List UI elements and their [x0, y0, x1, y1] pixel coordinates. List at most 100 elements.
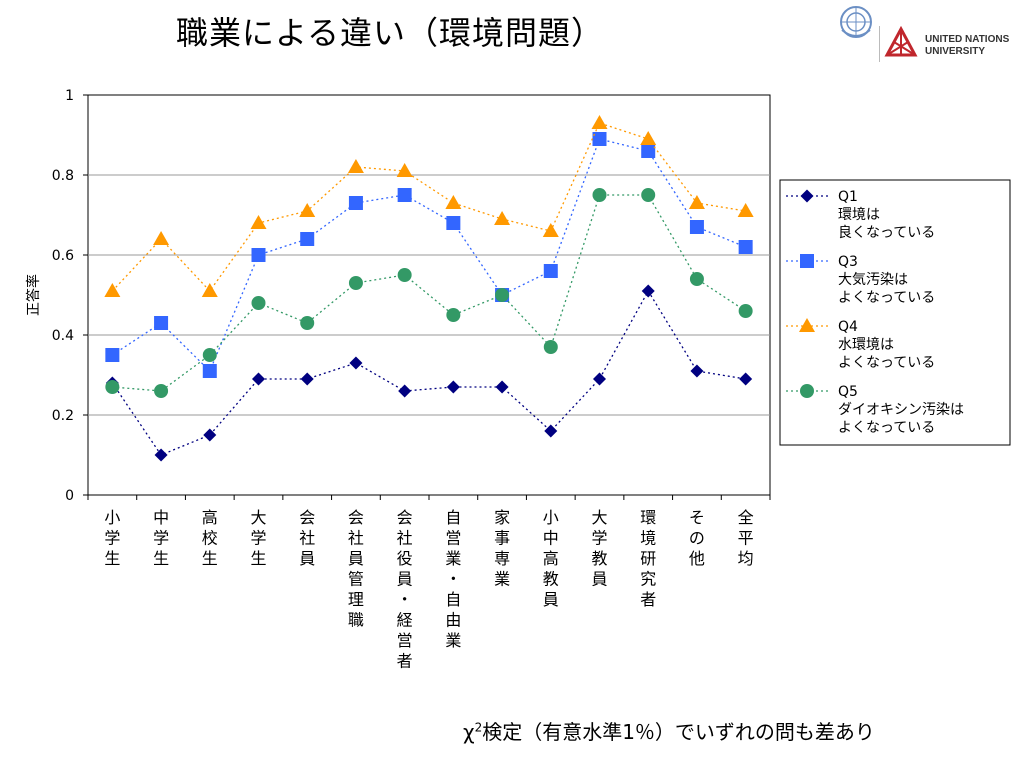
slide-title: 職業による違い（環境問題） — [175, 14, 605, 52]
legend-series-desc: 水環境は — [838, 337, 894, 353]
x-tick-label: 小中高教員 — [543, 508, 559, 609]
data-point — [251, 248, 266, 262]
x-axis-ticks: 小学生 中学生 高校生 大学生 会社員 会社員管理職 会社役員・経営者 自営業・自由業 家事専業… — [87, 495, 771, 671]
legend-series-name: Q1 — [838, 189, 858, 205]
logo-divider — [879, 26, 880, 62]
x-tick-label: 中学生 — [153, 508, 169, 568]
legend-series-desc: ダイオキシン汚染は — [838, 402, 964, 418]
legend-marker — [800, 384, 814, 398]
data-point — [494, 211, 511, 225]
x-tick-label: 会社員管理職 — [348, 508, 364, 630]
data-point — [300, 372, 314, 386]
data-point — [738, 240, 753, 254]
x-tick-label: 環境研究者 — [640, 508, 656, 609]
y-axis-ticks: 0 0.2 0.4 0.6 0.8 1 — [52, 88, 88, 504]
footnote: χ2検定（有意水準1％）でいずれの問も差あり — [463, 720, 875, 744]
data-point — [739, 372, 753, 386]
legend-series-name: Q4 — [838, 319, 858, 335]
legend-series-name: Q5 — [838, 384, 858, 400]
data-point — [495, 380, 509, 394]
data-point — [495, 288, 510, 302]
data-point — [201, 283, 218, 297]
x-tick-label: 大学生 — [250, 508, 266, 568]
x-tick-label: 小学生 — [104, 508, 120, 568]
data-point — [349, 356, 363, 370]
unu-logo-icon — [884, 26, 918, 57]
data-point — [202, 348, 217, 362]
y-tick-label: 0.6 — [52, 248, 74, 264]
legend-series-desc: 環境は — [838, 207, 880, 223]
legend-series-desc: よくなっている — [838, 355, 935, 371]
data-point — [737, 203, 754, 217]
data-point — [738, 304, 753, 318]
series-q5 — [105, 188, 753, 398]
data-point — [640, 131, 657, 145]
x-tick-label: 会社役員・経営者 — [397, 508, 413, 671]
data-point — [203, 428, 217, 442]
data-point — [592, 132, 607, 146]
logo-area: UNITED NATIONS UNIVERSITY — [832, 0, 1024, 70]
data-point — [689, 220, 704, 234]
y-axis-title: 正答率 — [25, 274, 42, 316]
data-point — [592, 188, 607, 202]
legend-marker — [800, 189, 814, 203]
legend-series-name: Q3 — [838, 254, 858, 270]
legend: Q1環境は良くなっているQ3大気汚染はよくなっているQ4水環境はよくなっているQ… — [779, 179, 1011, 446]
data-point — [104, 283, 121, 297]
data-point — [542, 223, 559, 237]
legend-marker — [799, 318, 815, 332]
series-line — [111, 122, 746, 293]
plot-area — [87, 94, 771, 496]
legend-series-desc: よくなっている — [838, 290, 935, 306]
data-point — [300, 316, 315, 330]
data-point — [251, 296, 266, 310]
data-point — [250, 215, 267, 229]
data-point — [641, 188, 656, 202]
data-point — [202, 364, 217, 378]
x-tick-label: 大学教員 — [591, 508, 607, 589]
data-point — [348, 196, 363, 210]
data-point — [543, 340, 558, 354]
data-point — [396, 163, 413, 177]
data-point — [397, 188, 412, 202]
data-point — [300, 232, 315, 246]
legend-series-desc: 大気汚染は — [838, 272, 908, 288]
data-point — [153, 231, 170, 245]
data-point — [252, 372, 265, 386]
x-tick-label: 家事専業 — [494, 508, 510, 589]
legend-series-desc: 良くなっている — [838, 225, 935, 241]
legend-box — [779, 179, 1011, 446]
x-tick-label: 自営業・自由業 — [445, 508, 461, 650]
data-point — [446, 216, 461, 230]
y-tick-label: 1 — [65, 88, 74, 104]
data-point — [398, 384, 412, 398]
legend-series-desc: よくなっている — [838, 420, 935, 436]
data-point — [299, 203, 316, 217]
data-point — [641, 144, 656, 158]
data-point — [348, 276, 363, 290]
series-line — [111, 289, 746, 456]
series-q1 — [105, 284, 753, 462]
data-point — [690, 364, 704, 378]
data-point — [544, 424, 558, 438]
data-point — [446, 380, 460, 394]
data-point — [543, 264, 558, 278]
series-q4 — [104, 115, 754, 297]
legend-marker — [800, 254, 814, 268]
data-point — [154, 384, 169, 398]
x-tick-label: 全平均 — [738, 508, 754, 568]
y-tick-label: 0 — [65, 488, 74, 504]
x-tick-label: 高校生 — [202, 508, 218, 568]
gridlines — [88, 174, 770, 416]
data-point — [397, 268, 412, 282]
y-tick-label: 0.8 — [52, 168, 74, 184]
data-point — [105, 348, 120, 362]
y-tick-label: 0.4 — [52, 328, 74, 344]
series-layer — [104, 115, 754, 462]
data-point — [154, 448, 168, 462]
